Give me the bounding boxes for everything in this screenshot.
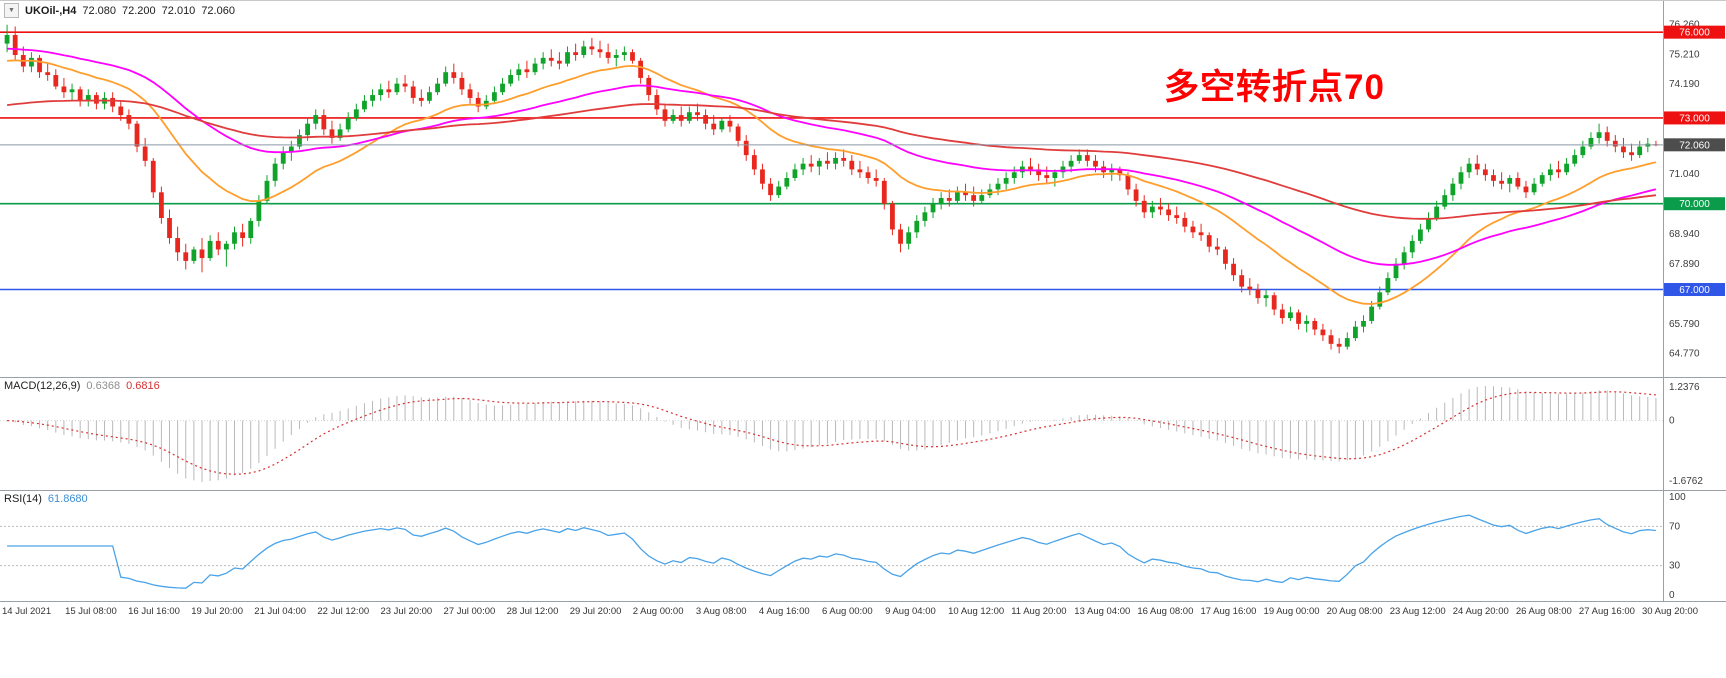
axis-label: 64.770 bbox=[1669, 348, 1700, 359]
axis-label: -1.6762 bbox=[1669, 476, 1703, 487]
time-axis-label: 23 Jul 20:00 bbox=[380, 606, 433, 617]
axis-label: 1.2376 bbox=[1669, 382, 1700, 393]
annotation-text: 多空转折点70 bbox=[1164, 68, 1385, 107]
rsi-header: RSI(14) 61.8680 bbox=[4, 493, 88, 505]
time-axis-label: 21 Jul 04:00 bbox=[254, 606, 307, 617]
macd-canvas[interactable]: 1.2376 0 -1.6762 bbox=[0, 378, 1726, 490]
axis-label: 73.000 bbox=[1679, 113, 1710, 124]
axis-label: 75.210 bbox=[1669, 50, 1700, 61]
macd-panel: 1.2376 0 -1.6762 MACD(12,26,9) 0.6368 0.68… bbox=[0, 377, 1726, 490]
ohlc-low: 72.010 bbox=[161, 4, 196, 17]
price-badge bbox=[1664, 25, 1725, 39]
axis-label: 30 bbox=[1669, 561, 1681, 572]
time-axis-label: 22 Jul 12:00 bbox=[317, 606, 370, 617]
price-badge bbox=[1664, 283, 1725, 297]
time-axis-label: 2 Aug 00:00 bbox=[632, 606, 684, 617]
axis-label: 70.000 bbox=[1679, 199, 1710, 210]
time-axis-label: 29 Jul 20:00 bbox=[569, 606, 622, 617]
axis-label: 65.790 bbox=[1669, 319, 1700, 330]
ma-slow-red bbox=[6, 99, 1657, 220]
time-axis-label: 20 Aug 08:00 bbox=[1326, 606, 1383, 617]
axis-label: 67.890 bbox=[1669, 259, 1700, 270]
axis-label: 74.190 bbox=[1669, 79, 1700, 90]
macd-signal-line bbox=[7, 391, 1656, 475]
rsi-value: 61.8680 bbox=[47, 493, 88, 505]
price-chart-canvas[interactable]: 76.260 75.210 74.190 71.040 68.940 67.890 65.7… bbox=[0, 1, 1726, 377]
time-axis[interactable]: 14 Jul 2021 15 Jul 08:00 16 Jul 16:00 19 Ju… bbox=[0, 601, 1726, 622]
macd-signal-value: 0.6816 bbox=[126, 380, 160, 392]
time-axis-label: 27 Aug 16:00 bbox=[1578, 606, 1635, 617]
time-axis-label: 19 Aug 00:00 bbox=[1263, 606, 1320, 617]
rsi-canvas[interactable]: 100 70 30 0 bbox=[0, 491, 1726, 601]
chart-collapse-icon[interactable]: ▼ bbox=[4, 3, 19, 18]
rsi-line bbox=[7, 514, 1656, 589]
time-axis-label: 26 Aug 08:00 bbox=[1515, 606, 1572, 617]
ohlc-open: 72.080 bbox=[82, 4, 116, 17]
time-axis-label: 3 Aug 08:00 bbox=[695, 606, 747, 617]
time-axis-label: 16 Aug 08:00 bbox=[1137, 606, 1194, 617]
time-axis-label: 10 Aug 12:00 bbox=[948, 606, 1005, 617]
axis-label: 70 bbox=[1669, 521, 1681, 532]
ohlc-close: 72.060 bbox=[201, 4, 235, 17]
time-axis-label: 19 Jul 20:00 bbox=[191, 606, 243, 617]
macd-main-value: 0.6368 bbox=[86, 380, 121, 392]
axis-label: 0 bbox=[1669, 590, 1675, 601]
rsi-panel: 100 70 30 0 RSI(14) 61.8680 bbox=[0, 490, 1726, 601]
axis-label: 71.040 bbox=[1669, 169, 1700, 180]
axis-label: 67.000 bbox=[1679, 285, 1710, 296]
price-badge bbox=[1664, 138, 1725, 152]
time-axis-label: 11 Aug 20:00 bbox=[1011, 606, 1067, 617]
axis-label: 72.060 bbox=[1679, 140, 1710, 151]
rsi-label: RSI(14) bbox=[4, 493, 42, 505]
price-chart-panel: 76.260 75.210 74.190 71.040 68.940 67.890 65.7… bbox=[0, 1, 1726, 377]
time-axis-label: 24 Aug 20:00 bbox=[1452, 606, 1509, 617]
time-axis-label: 6 Aug 00:00 bbox=[822, 606, 873, 617]
time-axis-label: 28 Jul 12:00 bbox=[506, 606, 559, 617]
macd-header: MACD(12,26,9) 0.6368 0.6816 bbox=[4, 380, 160, 392]
time-axis-label: 30 Aug 20:00 bbox=[1642, 606, 1698, 617]
price-badge bbox=[1664, 197, 1725, 211]
ohlc-high: 72.200 bbox=[122, 4, 156, 17]
time-axis-label: 17 Aug 16:00 bbox=[1200, 606, 1257, 617]
ma-fast-orange bbox=[7, 59, 1657, 305]
time-axis-label: 4 Aug 16:00 bbox=[758, 606, 810, 617]
time-axis-label: 27 Jul 00:00 bbox=[443, 606, 496, 617]
time-axis-label: 23 Aug 12:00 bbox=[1389, 606, 1446, 617]
time-axis-label: 15 Jul 08:00 bbox=[65, 606, 117, 617]
time-axis-label: 9 Aug 04:00 bbox=[885, 606, 936, 617]
bottom-filler bbox=[0, 622, 1726, 678]
axis-label: 0 bbox=[1669, 416, 1675, 427]
time-axis-label: 13 Aug 04:00 bbox=[1074, 606, 1131, 617]
axis-label: 76.000 bbox=[1679, 28, 1710, 39]
time-axis-label: 14 Jul 2021 bbox=[2, 606, 52, 617]
time-axis-label: 16 Jul 16:00 bbox=[128, 606, 180, 617]
macd-label: MACD(12,26,9) bbox=[4, 380, 81, 392]
axis-label: 100 bbox=[1669, 492, 1686, 503]
symbol-period-label: UKOil-,H4 bbox=[25, 4, 77, 17]
ma-mid-magenta bbox=[7, 47, 1657, 266]
axis-label: 68.940 bbox=[1669, 229, 1700, 240]
chart-header: ▼ UKOil-,H4 72.080 72.200 72.010 72.060 bbox=[4, 3, 235, 18]
axis-label: 76.260 bbox=[1669, 20, 1700, 31]
price-badge bbox=[1664, 111, 1725, 125]
